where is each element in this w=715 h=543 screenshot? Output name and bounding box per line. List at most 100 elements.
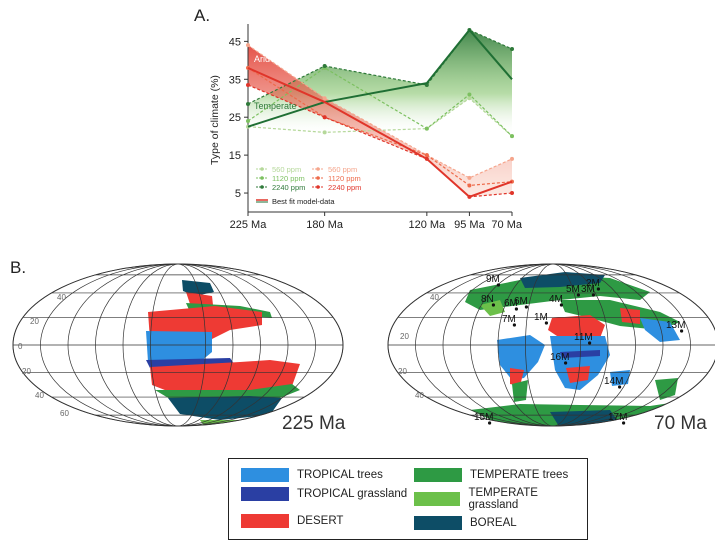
series-point — [467, 92, 472, 97]
lat-label: 20 — [30, 317, 39, 326]
legend-item-tropical-grassland: TROPICAL grassland — [241, 487, 407, 501]
site-label: 14M — [604, 376, 623, 387]
legend-swatch — [241, 468, 289, 482]
africa-desert-north — [548, 315, 605, 338]
india-tropical — [610, 370, 630, 386]
site-label: 3M — [581, 284, 595, 295]
lat-label: 20 — [398, 367, 407, 376]
site-dot — [564, 361, 568, 365]
legend-label: TROPICAL trees — [297, 469, 383, 481]
site-label: 8N — [481, 294, 494, 305]
site-dot — [680, 329, 684, 333]
arid-envelope — [248, 45, 512, 197]
y-tick-label: 5 — [235, 188, 241, 200]
best-fit-line-arid — [247, 67, 513, 198]
site-dot — [591, 293, 596, 297]
legend-item-temperate-trees: TEMPERATE trees — [414, 468, 568, 482]
site-dot — [596, 287, 601, 291]
legend-marker — [260, 167, 264, 171]
legend-label: TROPICAL grassland — [297, 488, 408, 500]
series-point — [510, 134, 514, 139]
map-225ma: 40 20 0 20 40 60 — [12, 263, 344, 427]
legend-marker — [260, 185, 264, 189]
legend-best-fit-label: Best fit model-data — [272, 197, 335, 206]
legend-label: 1120 ppm — [328, 174, 361, 183]
north-boreal-belt — [520, 272, 605, 288]
south-america-tropical — [497, 335, 545, 380]
legend-swatch — [414, 468, 462, 482]
y-tick-label: 25 — [229, 112, 241, 124]
legend-marker — [316, 167, 320, 171]
site-label: 5M — [566, 284, 580, 295]
series-point — [510, 46, 514, 51]
legend-label: BOREAL — [470, 517, 517, 529]
site-label: 6M — [514, 296, 528, 307]
series-point — [322, 115, 327, 120]
site-label: 9M — [486, 274, 500, 285]
legend-item-desert: DESERT — [241, 514, 343, 528]
south-america-temperate — [512, 380, 528, 402]
legend-label: 560 ppm — [328, 165, 357, 174]
legend-label: 2240 ppm — [272, 183, 305, 192]
series-point — [510, 191, 514, 196]
x-tick-label: 120 Ma — [408, 219, 446, 231]
north-grass — [480, 300, 505, 316]
lat-label: 60 — [60, 409, 69, 418]
legend-marker — [316, 176, 320, 180]
site-label: 6M — [504, 298, 518, 309]
y-tick-label: 15 — [229, 150, 241, 162]
series-point — [246, 101, 250, 106]
legend-swatch — [414, 492, 461, 506]
site-label: 17M — [608, 412, 627, 423]
series-point — [246, 82, 250, 87]
lat-label: 40 — [415, 391, 424, 400]
site-label: 16M — [550, 352, 569, 363]
lat-label: 40 — [57, 293, 66, 302]
site-dot — [488, 421, 492, 425]
annotation-temperate: Temperate — [254, 101, 297, 111]
y-tick-label: 35 — [229, 74, 241, 86]
lat-label: 20 — [400, 332, 409, 341]
x-tick-label: 180 Ma — [306, 219, 344, 231]
x-tick-label: 225 Ma — [230, 219, 268, 231]
annotation-arid: Arid — [254, 54, 270, 64]
y-axis-title: Type of climate (%) — [209, 75, 221, 165]
site-dot — [496, 283, 500, 287]
legend-swatch — [414, 516, 462, 530]
africa-desert-south — [566, 366, 590, 383]
series-line-arid — [247, 84, 513, 198]
site-label: 11M — [574, 332, 593, 343]
x-tick-label: 70 Ma — [491, 219, 522, 231]
series-point — [467, 96, 472, 101]
x-tick-label: 95 Ma — [454, 219, 485, 231]
desert-south-block — [150, 360, 300, 392]
legend-label: 560 ppm — [272, 165, 301, 174]
site-label: 15M — [474, 412, 493, 423]
best-fit-line-temperate — [247, 28, 513, 128]
map-225ma-title: 225 Ma — [282, 413, 346, 434]
panel-a-label: A. — [194, 6, 211, 25]
site-label: 2M — [586, 278, 600, 289]
site-label: 7M — [502, 314, 516, 325]
site-label: 13M — [666, 320, 685, 331]
series-point — [322, 64, 327, 69]
site-dot — [588, 341, 592, 345]
lat-label: 40 — [35, 391, 44, 400]
site-dot — [559, 303, 564, 307]
legend-marker — [316, 185, 320, 189]
boreal-north-patch — [182, 280, 214, 296]
map-225ma-land — [13, 264, 343, 426]
tropical-tree-band — [146, 331, 212, 362]
legend-item-tropical-trees: TROPICAL trees — [241, 468, 383, 482]
site-dot — [491, 303, 495, 307]
lat-label: 0 — [18, 342, 23, 351]
climate-type-chart: 5 15 25 35 45 225 Ma 180 Ma 120 Ma 95 Ma 70 Ma Typ… — [209, 24, 523, 231]
site-dot — [524, 305, 529, 309]
y-tick-label: 45 — [229, 36, 241, 48]
site-dot — [576, 293, 581, 297]
series-point — [322, 130, 327, 135]
lat-label: 40 — [430, 293, 439, 302]
